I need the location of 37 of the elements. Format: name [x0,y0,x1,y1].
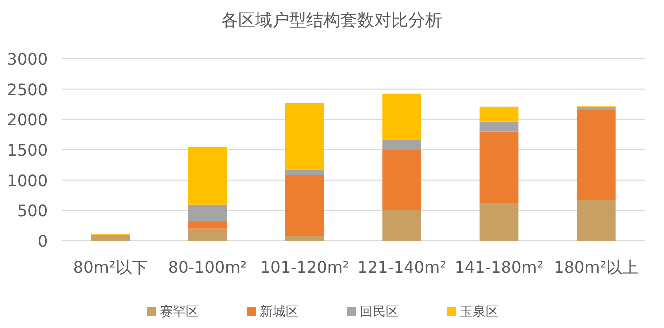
bar [480,203,519,241]
bar [382,210,422,241]
bar [285,102,324,170]
legend-label: 玉泉区 [460,305,499,320]
y-tick-label: 1500 [7,141,48,160]
y-tick-label: 1000 [7,171,48,190]
bar [188,204,228,221]
bar [285,236,324,241]
bar [188,228,228,241]
bar [285,175,324,236]
bar [480,122,519,132]
legend-label: 回民区 [360,305,399,320]
x-tick-label: 180m²以上 [554,258,639,277]
y-tick-label: 2500 [7,80,48,100]
bar [188,146,228,205]
bar [382,150,422,210]
bar [91,234,130,241]
bar [285,170,324,176]
bar [188,220,228,229]
bar [382,140,422,150]
bar [382,94,422,140]
chart-title: 各区域户型结构套数对比分析 [222,11,442,31]
bar [576,110,616,200]
bar [480,106,519,122]
x-tick-label: 80m²以下 [73,258,148,277]
y-tick-label: 500 [17,202,48,221]
legend-label: 赛罕区 [160,304,199,320]
x-tick-label: 80-100m² [168,258,248,277]
x-tick-label: 121-140m² [358,258,447,277]
bar [480,132,519,204]
legend-label: 新城区 [260,305,299,320]
y-tick-label: 3000 [7,50,48,69]
x-tick-label: 101-120m² [260,258,350,277]
y-tick-label: 0 [38,232,48,251]
bar [576,200,616,241]
x-tick-label: 141-180m² [454,258,544,277]
y-tick-label: 2000 [7,110,48,130]
